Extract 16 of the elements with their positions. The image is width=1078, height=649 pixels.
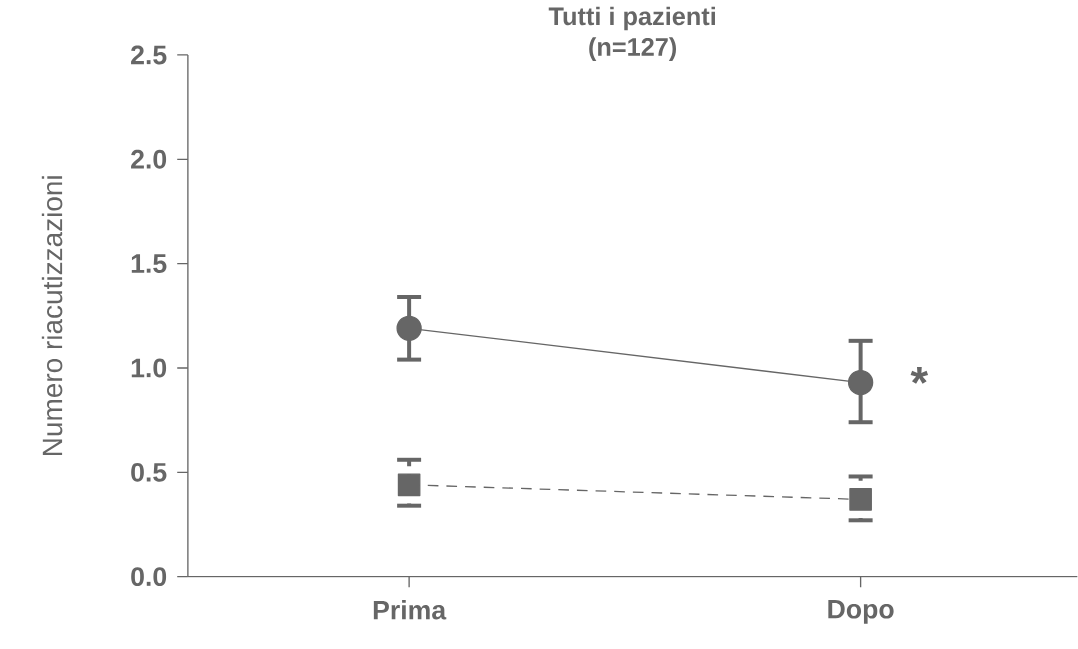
y-tick-label: 1.0	[131, 358, 167, 378]
y-tick-label: 2.5	[131, 45, 167, 65]
y-tick-label: 0.5	[131, 463, 167, 482]
point	[847, 370, 874, 396]
y-tick-label: 2.0	[131, 150, 167, 169]
y-tick-label: 1.5	[131, 254, 167, 274]
y-axis-title: Numero riacutizzazioni	[41, 176, 63, 456]
point	[849, 488, 872, 511]
point	[396, 315, 422, 342]
point	[397, 473, 421, 497]
x-tick-label: Dopo	[828, 600, 894, 625]
annotation: *	[910, 367, 929, 385]
x-tick-label: Prima	[373, 600, 447, 620]
y-tick-label: 0.0	[131, 567, 167, 587]
chart-subtitle: (n=127)	[589, 37, 677, 62]
chart-title: Tutti i pazienti	[548, 6, 715, 31]
